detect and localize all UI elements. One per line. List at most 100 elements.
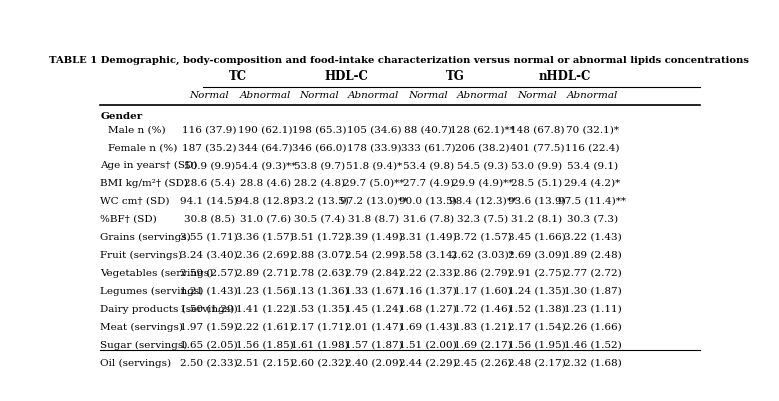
Text: 3.31 (1.49): 3.31 (1.49)	[400, 232, 457, 241]
Text: 1.51 (2.00): 1.51 (2.00)	[400, 340, 457, 349]
Text: 30.5 (7.4): 30.5 (7.4)	[294, 215, 345, 223]
Text: Vegetables (servings): Vegetables (servings)	[100, 268, 213, 277]
Text: BMI kg/m²† (SD): BMI kg/m²† (SD)	[100, 178, 189, 188]
Text: 53.8 (9.7): 53.8 (9.7)	[294, 161, 345, 170]
Text: 3.58 (3.14): 3.58 (3.14)	[400, 250, 457, 259]
Text: WC cm† (SD): WC cm† (SD)	[100, 196, 170, 205]
Text: 28.5 (5.1): 28.5 (5.1)	[511, 178, 562, 188]
Text: Gender: Gender	[100, 112, 143, 121]
Text: Normal: Normal	[300, 91, 340, 99]
Text: 98.4 (12.3)**: 98.4 (12.3)**	[449, 196, 516, 205]
Text: TABLE 1 Demographic, body-composition and food-intake characterization versus no: TABLE 1 Demographic, body-composition an…	[49, 56, 749, 65]
Text: Fruit (servings): Fruit (servings)	[100, 250, 182, 259]
Text: 94.8 (12.8): 94.8 (12.8)	[236, 196, 294, 205]
Text: Normal: Normal	[408, 91, 448, 99]
Text: 1.57 (1.87): 1.57 (1.87)	[345, 340, 403, 349]
Text: 178 (33.9): 178 (33.9)	[347, 143, 401, 152]
Text: 53.0 (9.9): 53.0 (9.9)	[511, 161, 562, 170]
Text: 1.83 (1.21): 1.83 (1.21)	[453, 322, 512, 331]
Text: 128 (62.1)**: 128 (62.1)**	[450, 125, 515, 134]
Text: Normal: Normal	[517, 91, 557, 99]
Text: 29.7 (5.0)**: 29.7 (5.0)**	[344, 178, 404, 188]
Text: 2.26 (1.66): 2.26 (1.66)	[563, 322, 622, 331]
Text: 3.72 (1.57): 3.72 (1.57)	[453, 232, 512, 241]
Text: 1.21 (1.43): 1.21 (1.43)	[180, 286, 238, 295]
Text: 1.89 (2.48): 1.89 (2.48)	[563, 250, 622, 259]
Text: 29.4 (4.2)*: 29.4 (4.2)*	[564, 178, 621, 188]
Text: 2.60 (2.32): 2.60 (2.32)	[291, 358, 348, 367]
Text: 1.45 (1.24): 1.45 (1.24)	[345, 304, 403, 313]
Text: 3.45 (1.66): 3.45 (1.66)	[508, 232, 566, 241]
Text: 1.23 (1.11): 1.23 (1.11)	[563, 304, 622, 313]
Text: 3.55 (1.71): 3.55 (1.71)	[180, 232, 238, 241]
Text: 1.33 (1.67): 1.33 (1.67)	[345, 286, 403, 295]
Text: 93.2 (13.5): 93.2 (13.5)	[291, 196, 348, 205]
Text: 94.1 (14.5): 94.1 (14.5)	[180, 196, 238, 205]
Text: 148 (67.8): 148 (67.8)	[509, 125, 564, 134]
Text: 2.44 (2.29): 2.44 (2.29)	[400, 358, 457, 367]
Text: 51.8 (9.4)*: 51.8 (9.4)*	[346, 161, 402, 170]
Text: 2.22 (2.33): 2.22 (2.33)	[400, 268, 457, 277]
Text: 190 (62.1): 190 (62.1)	[238, 125, 292, 134]
Text: 32.3 (7.5): 32.3 (7.5)	[457, 215, 508, 223]
Text: 1.24 (1.35): 1.24 (1.35)	[508, 286, 566, 295]
Text: 1.23 (1.56): 1.23 (1.56)	[236, 286, 294, 295]
Text: 2.86 (2.79): 2.86 (2.79)	[453, 268, 512, 277]
Text: 28.2 (4.8): 28.2 (4.8)	[294, 178, 345, 188]
Text: 53.4 (9.8): 53.4 (9.8)	[403, 161, 454, 170]
Text: 2.59 (2.57): 2.59 (2.57)	[180, 268, 238, 277]
Text: 1.97 (1.59): 1.97 (1.59)	[180, 322, 238, 331]
Text: 2.78 (2.63): 2.78 (2.63)	[291, 268, 348, 277]
Text: 2.17 (1.71): 2.17 (1.71)	[291, 322, 348, 331]
Text: 1.41 (1.22): 1.41 (1.22)	[236, 304, 294, 313]
Text: 1.61 (1.98): 1.61 (1.98)	[291, 340, 348, 349]
Text: TC: TC	[228, 69, 246, 82]
Text: 198 (65.3): 198 (65.3)	[292, 125, 347, 134]
Text: 2.79 (2.84): 2.79 (2.84)	[345, 268, 403, 277]
Text: 3.39 (1.49): 3.39 (1.49)	[345, 232, 403, 241]
Text: 1.17 (1.60): 1.17 (1.60)	[453, 286, 512, 295]
Text: 1.68 (1.27): 1.68 (1.27)	[400, 304, 457, 313]
Text: TG: TG	[446, 69, 465, 82]
Text: Dairy products (servings): Dairy products (servings)	[100, 304, 234, 313]
Text: 1.50 (1.29): 1.50 (1.29)	[180, 304, 238, 313]
Text: Abnormal: Abnormal	[567, 91, 618, 99]
Text: 70 (32.1)*: 70 (32.1)*	[566, 125, 619, 134]
Text: Abnormal: Abnormal	[456, 91, 508, 99]
Text: 97.5 (11.4)**: 97.5 (11.4)**	[559, 196, 626, 205]
Text: 2.01 (1.47): 2.01 (1.47)	[345, 322, 403, 331]
Text: 116 (22.4): 116 (22.4)	[566, 143, 619, 152]
Text: 1.65 (2.05): 1.65 (2.05)	[180, 340, 238, 349]
Text: 3.24 (3.40): 3.24 (3.40)	[180, 250, 238, 259]
Text: 1.13 (1.36): 1.13 (1.36)	[291, 286, 348, 295]
Text: 3.22 (1.43): 3.22 (1.43)	[563, 232, 622, 241]
Text: 2.40 (2.09): 2.40 (2.09)	[345, 358, 403, 367]
Text: 3.51 (1.72): 3.51 (1.72)	[291, 232, 348, 241]
Text: 88 (40.7): 88 (40.7)	[404, 125, 452, 134]
Text: 93.6 (13.9): 93.6 (13.9)	[508, 196, 566, 205]
Text: 105 (34.6): 105 (34.6)	[347, 125, 401, 134]
Text: 28.8 (4.6): 28.8 (4.6)	[240, 178, 291, 188]
Text: 2.91 (2.75): 2.91 (2.75)	[508, 268, 566, 277]
Text: 346 (66.0): 346 (66.0)	[292, 143, 347, 152]
Text: 29.9 (4.9)**: 29.9 (4.9)**	[452, 178, 513, 188]
Text: 1.53 (1.35): 1.53 (1.35)	[291, 304, 348, 313]
Text: 31.2 (8.1): 31.2 (8.1)	[511, 215, 562, 223]
Text: 53.4 (9.1): 53.4 (9.1)	[567, 161, 618, 170]
Text: 30.3 (7.3): 30.3 (7.3)	[567, 215, 618, 223]
Text: nHDL-C: nHDL-C	[539, 69, 591, 82]
Text: 344 (64.7): 344 (64.7)	[238, 143, 292, 152]
Text: 2.50 (2.33): 2.50 (2.33)	[180, 358, 238, 367]
Text: 116 (37.9): 116 (37.9)	[182, 125, 236, 134]
Text: Meat (servings): Meat (servings)	[100, 322, 183, 331]
Text: 28.6 (5.4): 28.6 (5.4)	[184, 178, 234, 188]
Text: 2.17 (1.54): 2.17 (1.54)	[508, 322, 566, 331]
Text: 1.56 (1.85): 1.56 (1.85)	[236, 340, 294, 349]
Text: 2.69 (3.09): 2.69 (3.09)	[508, 250, 566, 259]
Text: Male n (%): Male n (%)	[108, 125, 165, 134]
Text: 333 (61.7): 333 (61.7)	[401, 143, 456, 152]
Text: Legumes (servings): Legumes (servings)	[100, 286, 204, 295]
Text: 31.0 (7.6): 31.0 (7.6)	[240, 215, 291, 223]
Text: 90.0 (13.5): 90.0 (13.5)	[400, 196, 457, 205]
Text: 206 (38.2): 206 (38.2)	[455, 143, 509, 152]
